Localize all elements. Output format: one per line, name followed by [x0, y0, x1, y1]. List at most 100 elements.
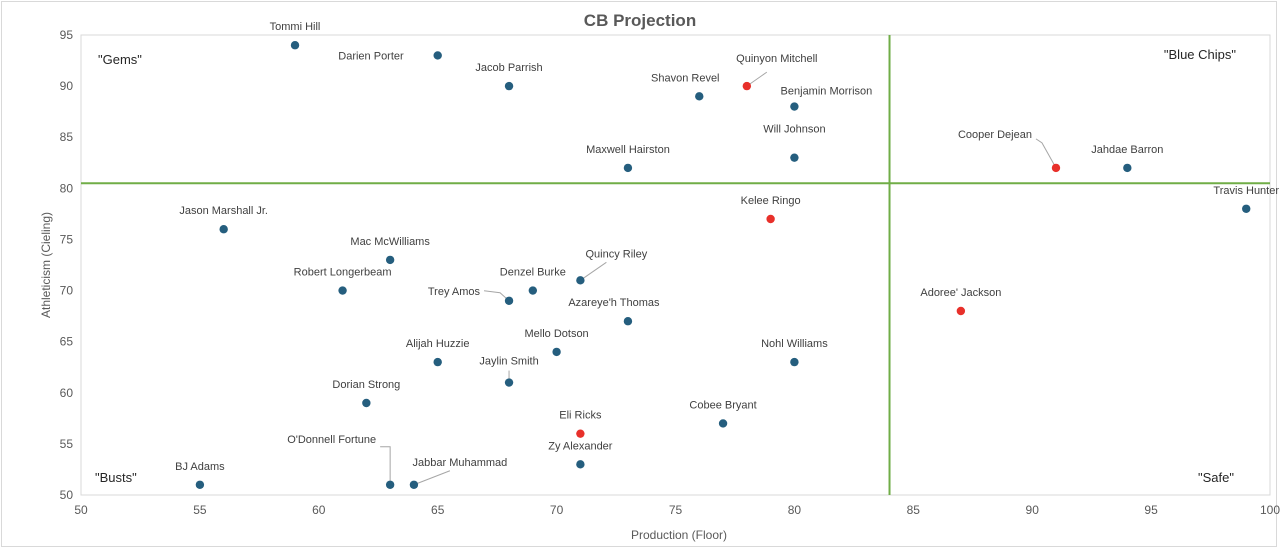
x-axis-title: Production (Floor)	[631, 528, 727, 542]
label-quincy-riley: Quincy Riley	[586, 248, 648, 260]
point-mac-mcwilliams	[385, 255, 395, 265]
x-tick-label: 100	[1260, 503, 1280, 517]
point-alijah-huzzie	[433, 357, 442, 367]
label-dorian-strong: Dorian Strong	[332, 379, 400, 391]
label-jaylin-smith: Jaylin Smith	[479, 356, 538, 368]
x-tick-label: 95	[1144, 503, 1158, 517]
label-travis-hunter: Travis Hunter	[1213, 185, 1279, 197]
point-quinyon-mitchell	[742, 81, 752, 91]
label-jabbar-muhammad: Jabbar Muhammad	[413, 457, 508, 469]
label-robert-longerbeam: Robert Longerbeam	[294, 267, 392, 279]
quadrant-label-safe: "Safe"	[1198, 470, 1234, 485]
point-nohl-williams	[790, 357, 799, 367]
point-trey-amos	[504, 296, 514, 305]
x-tick-label: 65	[431, 503, 445, 517]
point-adoree-jackson	[956, 306, 966, 316]
leader-cooper-dejean	[1035, 138, 1057, 169]
point-shavon-revel	[695, 92, 704, 101]
label-denzel-burke: Denzel Burke	[500, 267, 566, 279]
label-o-donnell-fortune: O'Donnell Fortune	[287, 434, 376, 446]
leader-quincy-riley	[580, 261, 607, 281]
data-points	[195, 41, 1251, 489]
point-benjamin-morrison	[790, 102, 799, 111]
y-axis-title: Athleticism (Cieling)	[39, 212, 53, 318]
point-jahdae-barron	[1123, 163, 1132, 173]
label-jahdae-barron: Jahdae Barron	[1091, 144, 1163, 156]
data-labels: Tommi Hill Darien Porter Jacob Parrish Quin…	[175, 21, 1279, 473]
point-zy-alexander	[576, 460, 585, 469]
point-jacob-parrish	[504, 81, 514, 91]
point-maxwell-hairston	[623, 163, 633, 173]
x-tick-label: 80	[788, 503, 802, 517]
label-will-johnson: Will Johnson	[763, 124, 825, 136]
point-mello-dotson	[552, 347, 561, 357]
point-tommi-hill	[290, 41, 300, 50]
quadrant-label-blue-chips: "Blue Chips"	[1164, 47, 1236, 62]
label-shavon-revel: Shavon Revel	[651, 72, 720, 84]
y-axis-ticks: 50 55 60 65 70 75 80 85 90 95	[60, 28, 74, 502]
label-mello-dotson: Mello Dotson	[524, 328, 588, 340]
point-azareye-h-thomas	[623, 317, 633, 326]
label-leader-lines	[380, 71, 1057, 486]
point-jabbar-muhammad	[409, 480, 419, 489]
point-will-johnson	[790, 153, 799, 162]
point-quincy-riley	[576, 276, 585, 285]
y-tick-label: 50	[60, 488, 74, 502]
x-tick-label: 75	[669, 503, 683, 517]
label-darien-porter: Darien Porter	[338, 50, 404, 62]
label-bj-adams: BJ Adams	[175, 461, 225, 473]
point-kelee-ringo	[766, 214, 775, 224]
point-bj-adams	[195, 480, 205, 489]
quadrant-label-busts: "Busts"	[95, 470, 137, 485]
label-zy-alexander: Zy Alexander	[548, 440, 613, 452]
quadrant-label-gems: "Gems"	[98, 52, 142, 67]
point-o-donnell-fortune	[385, 480, 395, 489]
point-eli-ricks	[576, 429, 585, 438]
leader-jabbar-muhammad	[413, 470, 451, 486]
y-tick-label: 70	[60, 284, 74, 298]
y-tick-label: 90	[60, 79, 74, 93]
label-adoree-jackson: Adoree' Jackson	[920, 287, 1001, 299]
x-tick-label: 90	[1026, 503, 1040, 517]
point-dorian-strong	[362, 398, 371, 408]
y-tick-label: 80	[60, 181, 74, 195]
point-denzel-burke	[528, 286, 538, 295]
y-tick-label: 95	[60, 28, 74, 42]
plot-area	[80, 34, 1271, 496]
label-alijah-huzzie: Alijah Huzzie	[406, 338, 470, 350]
label-trey-amos: Trey Amos	[428, 286, 481, 298]
label-maxwell-hairston: Maxwell Hairston	[586, 144, 670, 156]
x-tick-label: 60	[312, 503, 326, 517]
label-eli-ricks: Eli Ricks	[559, 410, 602, 422]
y-tick-label: 60	[60, 386, 74, 400]
label-kelee-ringo: Kelee Ringo	[741, 195, 801, 207]
y-tick-label: 65	[60, 335, 74, 349]
x-tick-label: 85	[907, 503, 921, 517]
y-tick-label: 75	[60, 232, 74, 246]
label-benjamin-morrison: Benjamin Morrison	[781, 86, 873, 98]
x-tick-label: 50	[74, 503, 88, 517]
label-azareye-h-thomas: Azareye'h Thomas	[568, 297, 660, 309]
label-quinyon-mitchell: Quinyon Mitchell	[736, 53, 817, 65]
label-jacob-parrish: Jacob Parrish	[475, 62, 542, 74]
label-nohl-williams: Nohl Williams	[761, 338, 828, 350]
y-tick-label: 55	[60, 437, 74, 451]
label-cooper-dejean: Cooper Dejean	[958, 129, 1032, 141]
label-mac-mcwilliams: Mac McWilliams	[350, 236, 430, 248]
point-travis-hunter	[1242, 204, 1251, 213]
point-cobee-bryant	[718, 419, 728, 428]
point-jaylin-smith	[504, 378, 514, 387]
y-tick-label: 85	[60, 130, 74, 144]
x-axis-ticks: 50 55 60 65 70 75 80 85 90 95 100	[74, 503, 1280, 517]
point-darien-porter	[433, 51, 442, 60]
chart-title: CB Projection	[584, 11, 696, 30]
label-jason-marshall-jr: Jason Marshall Jr.	[179, 205, 268, 217]
leader-o-donnell-fortune	[380, 446, 391, 485]
x-tick-label: 55	[193, 503, 207, 517]
point-cooper-dejean	[1051, 163, 1061, 173]
label-tommi-hill: Tommi Hill	[270, 21, 321, 33]
label-cobee-bryant: Cobee Bryant	[689, 399, 756, 411]
x-tick-label: 70	[550, 503, 564, 517]
